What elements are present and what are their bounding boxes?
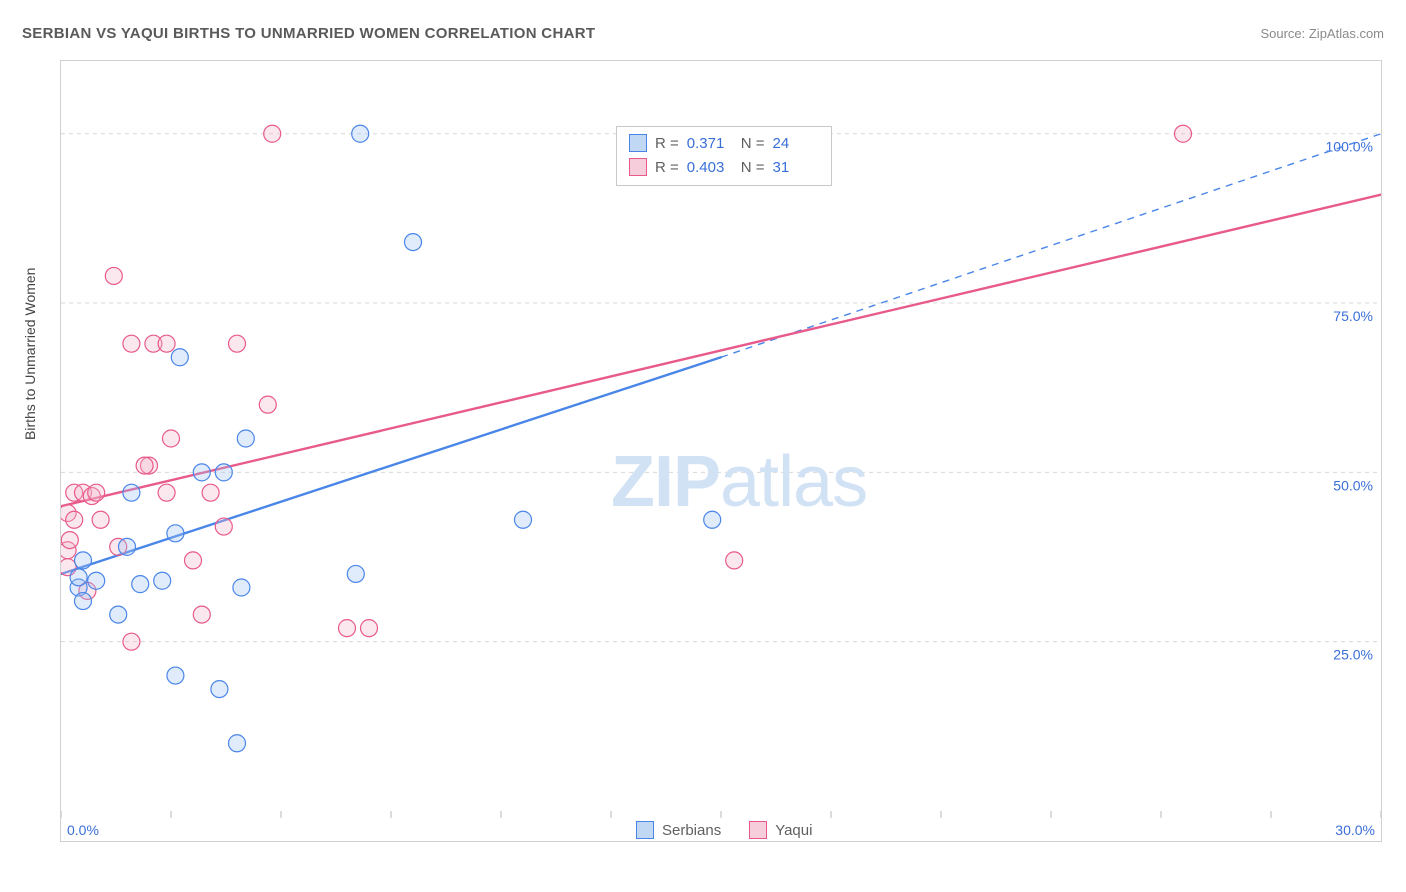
y-axis-label: Births to Unmarried Women <box>22 268 38 440</box>
svg-text:100.0%: 100.0% <box>1326 139 1373 155</box>
svg-text:50.0%: 50.0% <box>1333 477 1373 493</box>
r-label: R = <box>655 159 679 176</box>
correlation-legend: R = 0.371 N = 24 R = 0.403 N = 31 <box>616 126 832 186</box>
legend-row: R = 0.371 N = 24 <box>629 131 819 155</box>
legend-row: R = 0.403 N = 31 <box>629 155 819 179</box>
r-value: 0.371 <box>687 135 733 152</box>
n-label: N = <box>741 159 765 176</box>
svg-text:75.0%: 75.0% <box>1333 308 1373 324</box>
source-label: Source: ZipAtlas.com <box>1260 26 1384 41</box>
n-value: 31 <box>773 159 819 176</box>
legend-swatch <box>636 821 654 839</box>
n-label: N = <box>741 135 765 152</box>
legend-swatch <box>629 158 647 176</box>
chart-container: ZIPatlas 25.0%50.0%75.0%100.0%0.0%30.0% … <box>60 60 1382 842</box>
svg-text:30.0%: 30.0% <box>1335 822 1375 838</box>
legend-item: Yaqui <box>749 821 812 839</box>
legend-label: Yaqui <box>775 822 812 839</box>
n-value: 24 <box>773 135 819 152</box>
svg-text:0.0%: 0.0% <box>67 822 99 838</box>
r-label: R = <box>655 135 679 152</box>
legend-swatch <box>629 134 647 152</box>
r-value: 0.403 <box>687 159 733 176</box>
legend-swatch <box>749 821 767 839</box>
chart-title: SERBIAN VS YAQUI BIRTHS TO UNMARRIED WOM… <box>22 25 595 42</box>
legend-label: Serbians <box>662 822 721 839</box>
legend-item: Serbians <box>636 821 721 839</box>
svg-text:25.0%: 25.0% <box>1333 647 1373 663</box>
series-legend: Serbians Yaqui <box>636 821 812 839</box>
header: SERBIAN VS YAQUI BIRTHS TO UNMARRIED WOM… <box>22 18 1384 48</box>
